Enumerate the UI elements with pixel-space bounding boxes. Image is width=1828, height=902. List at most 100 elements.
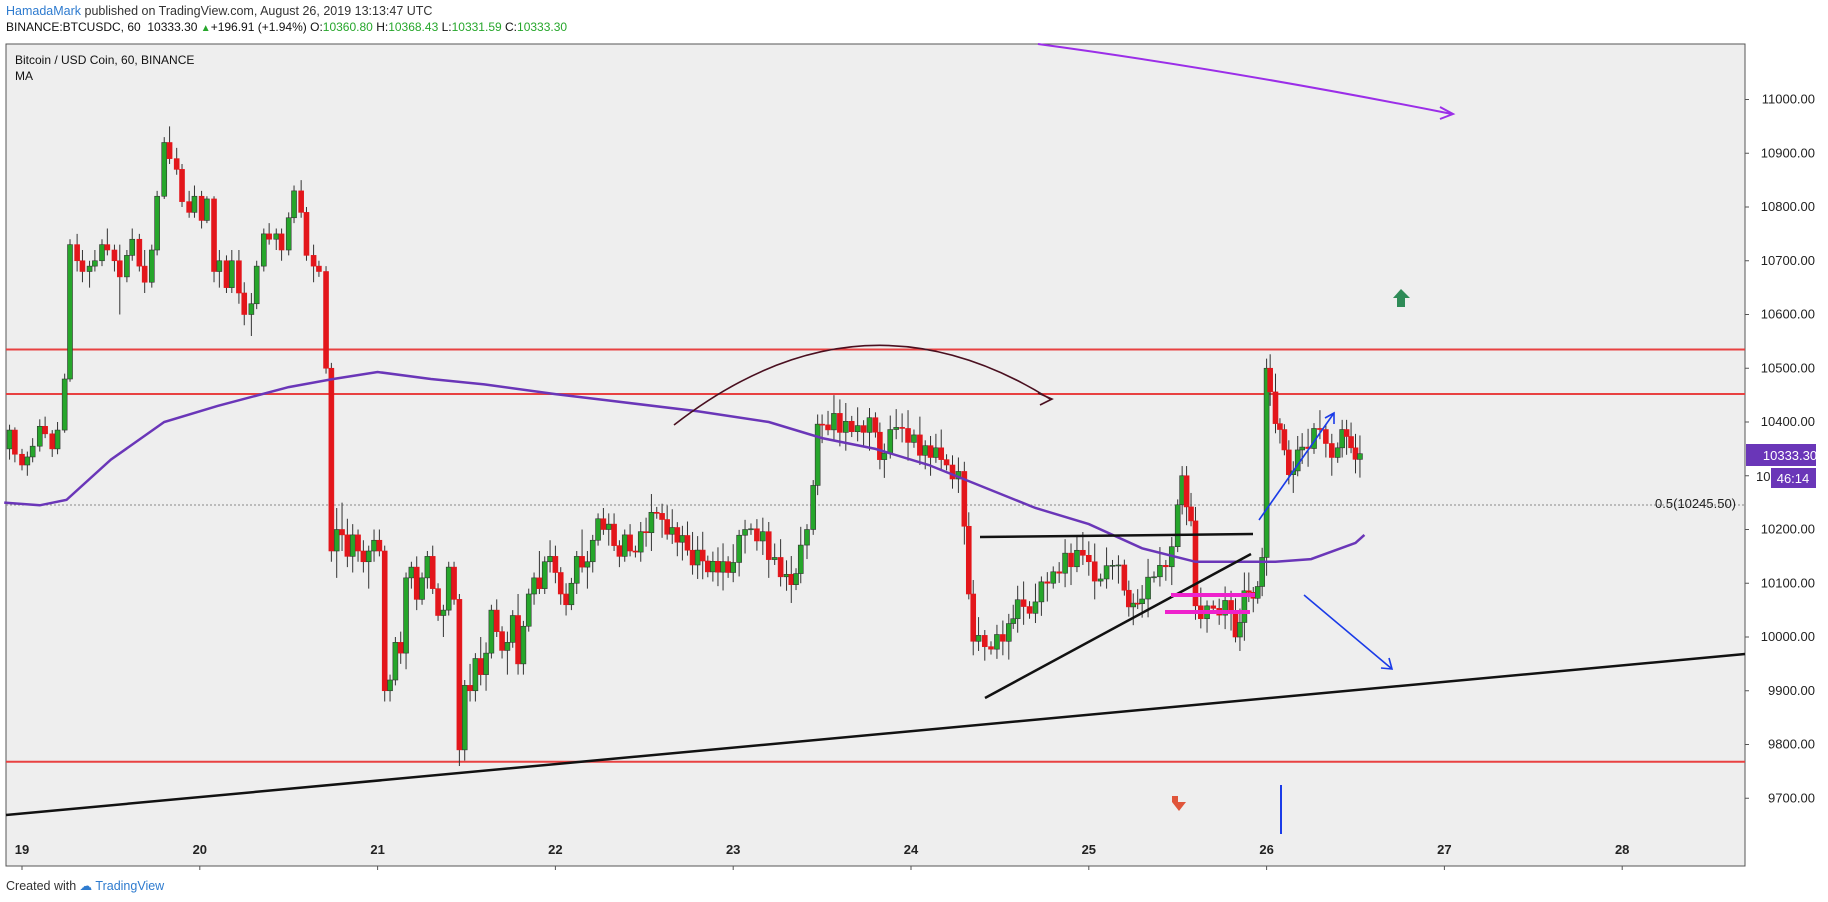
candle-body [42,425,48,435]
candle-body [970,593,977,642]
candle-body [1286,449,1292,475]
created-with-text: Created with [6,879,77,893]
candle-body [1348,436,1354,449]
candle-body [933,447,939,458]
rising-trendline[interactable] [984,552,1252,700]
candle-body [788,573,795,585]
candle-body [154,195,160,251]
candle-body [893,427,899,430]
candle-body [1222,600,1228,616]
purple-arrow[interactable] [1037,43,1453,115]
candle-body [595,518,601,541]
candle-body [1109,565,1116,567]
blue-arrow-down[interactable] [1303,594,1393,670]
candle-body [783,573,790,578]
candle-body [627,534,633,552]
candle-body [339,529,345,536]
blue-arrow-up-head [1324,411,1335,424]
candle-body [509,615,516,643]
candle-body [467,685,473,692]
candle-body [579,556,585,568]
candle-body [981,635,988,647]
candle-body [710,560,716,573]
candle-body [1000,634,1006,642]
long-trendline[interactable] [5,652,1746,817]
y-tick-label: 11000.00 [1762,92,1815,107]
candle-body [349,534,356,557]
candle-body [148,249,155,283]
author-link[interactable]: HamadaMark [6,4,82,18]
candle-body [694,549,701,566]
candle-body [49,433,56,450]
candle-body [637,531,644,553]
legend-indicator[interactable]: MA [15,69,33,83]
horizontal-black-line[interactable] [979,532,1254,539]
x-axis-ticks: 19 20 21 22 23 24 25 26 27 28 [15,842,1629,870]
candle-body [1151,576,1157,579]
candle-body [365,550,372,563]
y-tick-label: 10700.00 [1761,253,1815,268]
candle-body [316,265,322,272]
candle-body [911,434,917,443]
candle-body [748,528,754,531]
candle-body [866,417,873,433]
price-tag-value: 10333.30 [1763,448,1817,463]
candle-body [504,642,511,651]
candle-body [994,634,1000,650]
candle-body [573,556,580,584]
h-value: 10368.43 [388,20,439,34]
candle-body [445,566,452,611]
candle-body [303,212,310,256]
x-tick-label: 19 [15,842,29,857]
plot-area[interactable] [5,43,1746,867]
candle-body [435,588,441,616]
y-tick-label: 9800.00 [1768,737,1815,752]
candle-body [392,642,399,681]
candle-body [777,557,784,578]
green-up-arrow-icon[interactable] [1393,289,1410,307]
candle-body [248,303,255,315]
l-label: L: [441,20,452,34]
x-tick-label: 21 [370,842,384,857]
candle-body [223,260,230,288]
candle-body [860,425,867,433]
blue-arrow-up[interactable] [1258,412,1335,521]
candle-body [632,550,639,553]
candle-body [1130,602,1137,608]
candle-body [1157,565,1163,578]
x-tick-label: 22 [548,842,562,857]
candle-body [298,190,304,213]
arc-arrow[interactable] [673,344,1051,426]
candle-body [1281,429,1288,451]
candle-body [563,593,569,606]
candle-body [825,424,831,431]
candle-body [333,529,340,552]
x-tick-label: 27 [1437,842,1451,857]
candle-body [557,572,564,595]
y-tick-label: 10000.00 [1761,629,1815,644]
candle-body [198,195,205,221]
candle-body [725,561,731,573]
y-tick-label: 9700.00 [1768,790,1815,805]
c-value: 10333.30 [517,20,568,34]
candle-body [1254,586,1261,599]
tradingview-logo[interactable]: ☁ TradingView [79,879,165,893]
candle-body [92,260,98,267]
candle-body [141,265,148,283]
candle-body [1032,601,1039,614]
candle-body [616,545,623,557]
candle-body [899,427,905,429]
candle-body [1080,549,1086,556]
candle-body [819,423,825,426]
red-down-arrow-icon[interactable] [1172,796,1186,811]
blue-arrow-down-head [1380,657,1394,670]
candle-body [704,560,711,573]
timer-value: 46:14 [1777,471,1810,486]
candle-body [938,447,945,460]
candle-body [797,544,804,574]
candle-body [216,260,223,272]
y-axis-ticks: 11000.00 10900.00 10800.00 10700.00 10600.00… [1745,92,1815,805]
candle-body [1241,590,1248,623]
candle-body [810,485,817,530]
